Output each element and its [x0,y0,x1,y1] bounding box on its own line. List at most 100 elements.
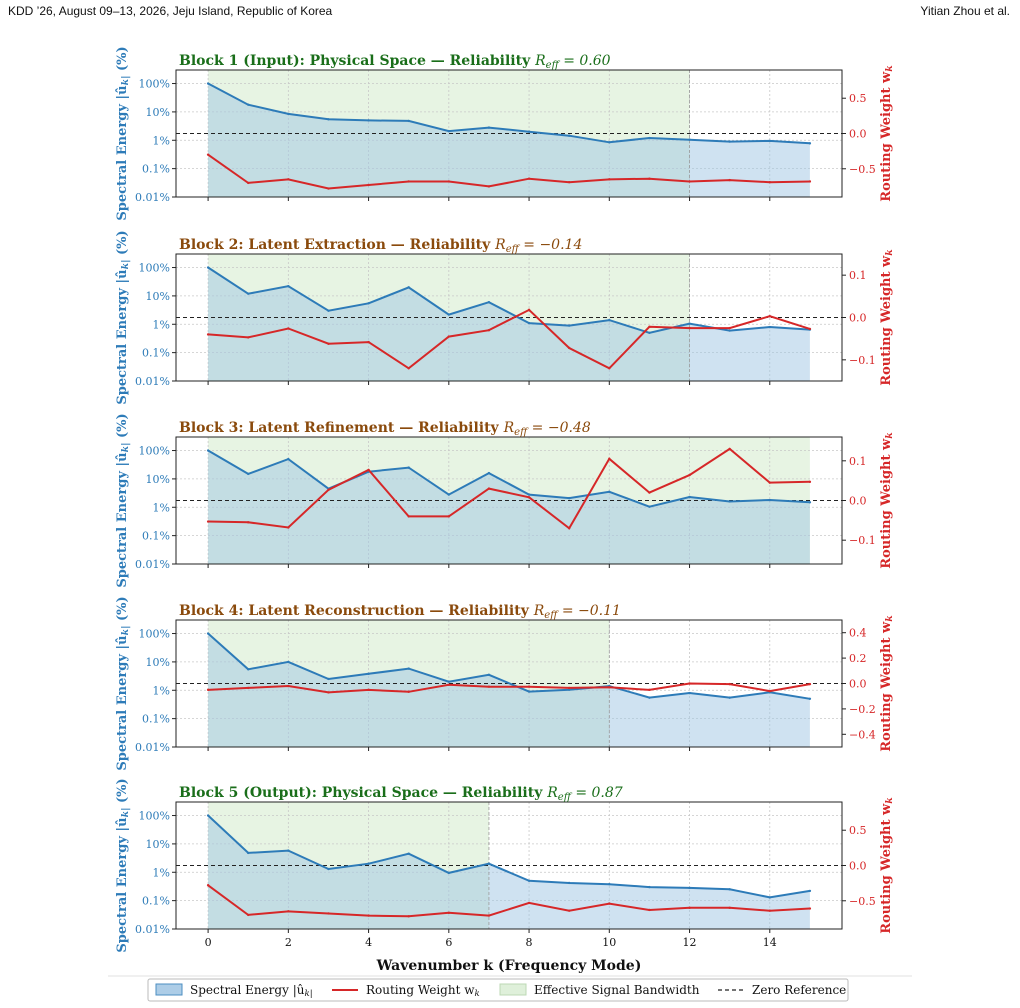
routing-point [447,911,451,914]
routing-point [327,691,330,694]
energy-point [567,134,571,137]
right-tick-label: 0.0 [849,128,867,141]
energy-point [367,119,370,122]
routing-point [407,515,410,518]
routing-point [367,183,370,187]
x-axis-label: Wavenumber k (Frequency Mode) [376,958,642,974]
routing-point [327,342,330,345]
left-tick-label: 0.01% [135,741,170,754]
panel-title: Block 2: Latent Extraction — Reliability… [179,237,582,255]
energy-point [728,140,731,143]
energy-point [808,501,812,504]
routing-point [608,178,611,181]
routing-point [327,187,330,190]
left-tick-label: 0.1% [142,347,170,360]
routing-point [287,684,290,688]
energy-point [487,126,491,129]
routing-point [287,910,290,913]
left-axis-label: Spectral Energy |ûk| (%) [115,230,131,404]
legend-swatch-energy [155,983,183,996]
x-tick-label: 2 [285,936,292,949]
energy-point [447,313,451,316]
energy-point [728,696,731,699]
energy-point [688,138,691,141]
energy-point [407,667,410,670]
routing-point [206,520,210,523]
left-tick-label: 0.01% [135,923,170,936]
right-tick-label: 0.1 [849,269,867,282]
routing-point [608,686,611,689]
energy-point [567,881,571,885]
x-tick-label: 10 [602,936,616,949]
right-tick-label: 0.5 [849,92,867,105]
routing-point [247,181,250,185]
right-tick-label: −0.5 [849,163,876,176]
routing-point [768,180,771,184]
legend: Spectral Energy |ûk| Routing Weight wk Eff… [147,978,849,1002]
page-header-venue: KDD ’26, August 09–13, 2026, Jeju Island… [8,4,333,18]
left-tick-label: 1% [153,318,170,331]
routing-point [407,690,410,693]
routing-point [567,527,571,530]
routing-point [287,178,290,181]
energy-point [608,318,611,322]
energy-point [247,292,250,295]
energy-point [648,331,651,335]
legend-swatch-bandwidth [499,983,527,996]
x-tick-label: 0 [205,936,212,949]
energy-point [648,696,651,699]
routing-line [207,153,810,190]
energy-point [608,882,611,886]
routing-point [527,308,531,312]
left-tick-label: 0.1% [142,713,170,726]
energy-point [728,329,731,332]
right-tick-label: −0.1 [849,354,876,367]
right-tick-label: −0.1 [849,534,876,547]
routing-point [808,327,812,331]
page-header-authors: Yitian Zhou et al. [920,4,1010,18]
right-axis-label: Routing Weight wk [879,615,895,752]
energy-point [327,309,330,312]
routing-line [208,682,811,694]
x-tick-label: 14 [763,936,777,949]
routing-point [648,908,651,912]
routing-point [487,914,491,917]
energy-point [487,673,491,677]
routing-point [608,457,611,461]
energy-point [287,457,290,461]
routing-point [527,901,531,905]
energy-area [208,267,810,381]
energy-point [688,322,691,325]
right-tick-label: 0.1 [849,455,867,468]
left-tick-label: 1% [153,684,170,697]
energy-point [287,660,290,664]
panel-title: Block 1 (Input): Physical Space — Reliab… [179,53,611,71]
energy-point [688,886,691,890]
routing-point [728,906,731,910]
energy-point [567,324,571,327]
energy-point [447,871,451,875]
energy-point [407,286,410,289]
routing-point [808,180,812,183]
energy-point [768,896,771,899]
energy-point [808,697,812,701]
energy-point [527,321,531,325]
energy-point [487,300,491,304]
routing-point [487,487,491,490]
energy-point [768,498,771,502]
x-tick-label: 6 [445,936,452,949]
right-axis-label: Routing Weight wk [879,432,895,569]
energy-point [728,888,731,891]
routing-point [808,480,812,484]
energy-point [808,142,812,145]
left-tick-label: 100% [139,262,170,275]
energy-point [768,139,771,143]
left-tick-label: 0.1% [142,895,170,908]
energy-line [207,449,810,508]
right-axis-label: Routing Weight wk [879,249,895,386]
energy-area [208,450,810,564]
routing-point [247,521,250,524]
routing-point [648,688,651,692]
routing-point [206,688,210,692]
